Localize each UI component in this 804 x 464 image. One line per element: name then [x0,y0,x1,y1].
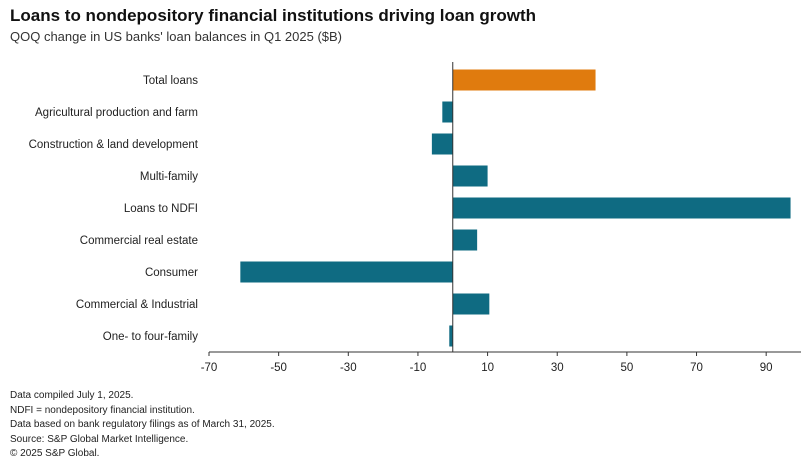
bar-commercial-industrial [452,293,490,315]
category-label-construction-land-development: Construction & land development [29,139,199,151]
bar-commercial-real-estate [452,229,478,251]
category-label-consumer: Consumer [145,267,198,279]
footnote-source: Source: S&P Global Market Intelligence. [10,433,189,445]
bar-construction-land-development [431,133,453,155]
chart-subtitle: QOQ change in US banks' loan balances in… [10,29,343,44]
category-label-agricultural-production-and-farm: Agricultural production and farm [35,107,198,119]
category-label-commercial-real-estate: Commercial real estate [80,235,198,247]
category-label-one-to-four-family: One- to four-family [103,331,198,343]
bar-one-to-four-family [449,325,453,347]
x-tick-label: -50 [270,362,287,374]
x-tick-label: -10 [410,362,427,374]
footnotes: Data compiled July 1, 2025. NDFI = nonde… [10,389,275,462]
x-tick-label: 90 [760,362,773,374]
x-tick-label: 50 [620,362,633,374]
footnote-ndfi-definition: NDFI = nondepository financial instituti… [10,404,195,416]
x-tick-label: -30 [340,362,357,374]
footnote-copyright: © 2025 S&P Global. [10,448,100,459]
bar-chart: Total loans Agricultural production and f… [29,62,801,374]
chart-title: Loans to nondepository financial institu… [10,6,537,25]
x-tick-label: 30 [551,362,564,374]
bar-consumer [240,261,453,283]
category-label-commercial-industrial: Commercial & Industrial [76,299,198,311]
category-label-multi-family: Multi-family [140,171,198,183]
footnote-compiled: Data compiled July 1, 2025. [10,390,134,401]
category-label-total-loans: Total loans [143,75,198,87]
footnote-data-basis: Data based on bank regulatory filings as… [10,419,275,430]
bar-agricultural-production-and-farm [442,101,453,123]
bar-multi-family [452,165,488,187]
bar-loans-to-ndfi [452,197,791,219]
category-label-loans-to-ndfi: Loans to NDFI [124,203,198,215]
x-tick-label: -70 [201,362,218,374]
bar-total-loans [452,69,596,91]
x-tick-label: 70 [690,362,703,374]
x-tick-label: 10 [481,362,494,374]
